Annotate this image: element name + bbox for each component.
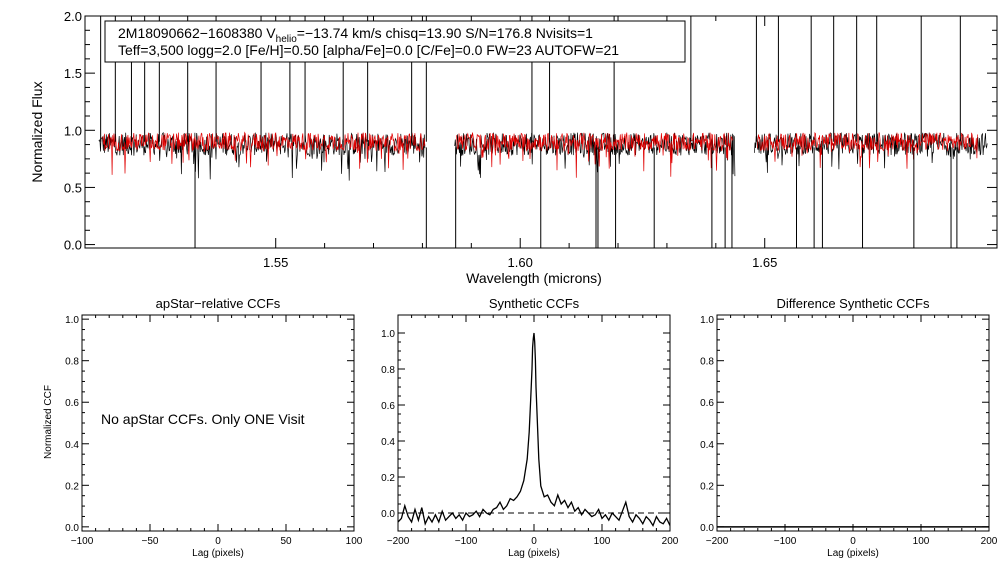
difference-ytick-label: 0.6 — [700, 398, 714, 409]
info-line-1-prefix: 2M18090662−1608380 V — [118, 25, 276, 41]
synthetic-xtick-label: −100 — [455, 536, 478, 547]
synthetic-frame — [397, 314, 671, 532]
synthetic-ytick-label: 0.6 — [381, 401, 395, 412]
info-box — [104, 20, 686, 63]
difference-ticks: −200 −100 0 100 200 0.0 0.2 0.4 0.6 0.8 1.0 — [700, 315, 998, 547]
apstar-xtick-label: 0 — [215, 536, 221, 547]
difference-xtick-label: 0 — [850, 536, 856, 547]
apstar-ytick-label: 0.0 — [65, 523, 79, 534]
difference-xtick-label: −100 — [774, 536, 797, 547]
apstar-ticks: −100 −50 0 50 100 0.0 0.2 0.4 0.6 0.8 1.0 — [65, 315, 363, 547]
apstar-ytick-label: 1.0 — [65, 315, 79, 326]
apstar-xlabel: Lag (pixels) — [192, 548, 244, 559]
difference-xtick-label: 100 — [913, 536, 930, 547]
spectrum-panel: 1.55 1.60 1.65 0.0 0.5 1.0 1.5 2.0 Wavelength (… — [29, 9, 998, 286]
apstar-ytick-label: 0.4 — [65, 440, 79, 451]
difference-title: Difference Synthetic CCFs — [777, 296, 930, 311]
spectrum-ytick-label: 0.0 — [64, 238, 82, 253]
spectrum-frame — [84, 15, 998, 249]
synthetic-ytick-label: 0.8 — [381, 365, 395, 376]
synthetic-xtick-label: −200 — [387, 536, 410, 547]
synthetic-xlabel: Lag (pixels) — [508, 548, 560, 559]
spectrum-ytick-label: 1.5 — [64, 66, 82, 81]
spectrum-model-line — [456, 132, 734, 178]
apstar-ytick-label: 0.2 — [65, 481, 79, 492]
info-line-1: 2M18090662−1608380 Vhelio=−13.74 km/s ch… — [118, 25, 593, 45]
apstar-xtick-label: 100 — [346, 536, 363, 547]
synthetic-ytick-label: 1.0 — [381, 329, 395, 340]
synthetic-ytick-label: 0.2 — [381, 473, 395, 484]
info-line-1-sub: helio — [276, 34, 298, 45]
spectrum-ticks: 1.55 1.60 1.65 0.0 0.5 1.0 1.5 2.0 — [64, 9, 997, 270]
synthetic-lines — [397, 332, 671, 528]
apstar-title: apStar−relative CCFs — [156, 296, 281, 311]
apstar-xtick-label: −100 — [71, 536, 94, 547]
info-line-2: Teff=3,500 logg=2.0 [Fe/H]=0.50 [alpha/F… — [118, 42, 619, 58]
synthetic-ticks: −200 −100 0 100 200 0.0 0.2 0.4 0.6 0.8 1.0 — [381, 315, 679, 547]
spectrum-ytick-label: 1.0 — [64, 123, 82, 138]
difference-ytick-label: 1.0 — [700, 315, 714, 326]
difference-xlabel: Lag (pixels) — [827, 548, 879, 559]
spectrum-xlabel: Wavelength (microns) — [466, 270, 602, 286]
apstar-annotation: No apStar CCFs. Only ONE Visit — [101, 411, 305, 427]
difference-ytick-label: 0.2 — [700, 481, 714, 492]
info-line-1-suffix: =−13.74 km/s chisq=13.90 S/N=176.8 Nvisi… — [297, 25, 593, 41]
apstar-xtick-label: −50 — [142, 536, 159, 547]
synthetic-ytick-label: 0.4 — [381, 437, 395, 448]
apstar-ytick-label: 0.8 — [65, 357, 79, 368]
difference-xtick-label: 200 — [981, 536, 998, 547]
synthetic-ccf-line — [397, 332, 671, 528]
difference-ytick-label: 0.8 — [700, 357, 714, 368]
spectrum-xtick-label: 1.60 — [508, 255, 533, 270]
synthetic-xtick-label: 0 — [531, 536, 537, 547]
apstar-ylabel: Normalized CCF — [43, 385, 54, 459]
spectrum-model-line — [101, 131, 426, 175]
spectrum-ytick-label: 2.0 — [64, 9, 82, 24]
difference-xtick-label: −200 — [706, 536, 729, 547]
spectrum-ytick-label: 0.5 — [64, 180, 82, 195]
apstar-ytick-label: 0.6 — [65, 398, 79, 409]
synthetic-xtick-label: 100 — [594, 536, 611, 547]
spectrum-model-line — [757, 132, 978, 169]
spectrum-xtick-label: 1.65 — [752, 255, 777, 270]
spectrum-ylabel: Normalized Flux — [29, 81, 45, 182]
difference-ccf-panel: −200 −100 0 100 200 0.0 0.2 0.4 0.6 0.8 1.0 Differ… — [700, 296, 998, 559]
spectrum-observed-line — [454, 132, 736, 178]
synthetic-title: Synthetic CCFs — [489, 296, 580, 311]
difference-ytick-label: 0.0 — [700, 523, 714, 534]
spectrum-xtick-label: 1.55 — [263, 255, 288, 270]
synthetic-xtick-label: 200 — [662, 536, 679, 547]
apstar-xtick-label: 50 — [280, 536, 292, 547]
apstar-ccf-panel: −100 −50 0 50 100 0.0 0.2 0.4 0.6 0.8 1.0 apStar−r… — [43, 296, 363, 559]
difference-ytick-label: 0.4 — [700, 440, 714, 451]
synthetic-ytick-label: 0.0 — [381, 509, 395, 520]
synthetic-ccf-panel: −200 −100 0 100 200 0.0 0.2 0.4 0.6 0.8 1.0 Synthe… — [381, 296, 679, 559]
difference-frame — [716, 314, 990, 532]
